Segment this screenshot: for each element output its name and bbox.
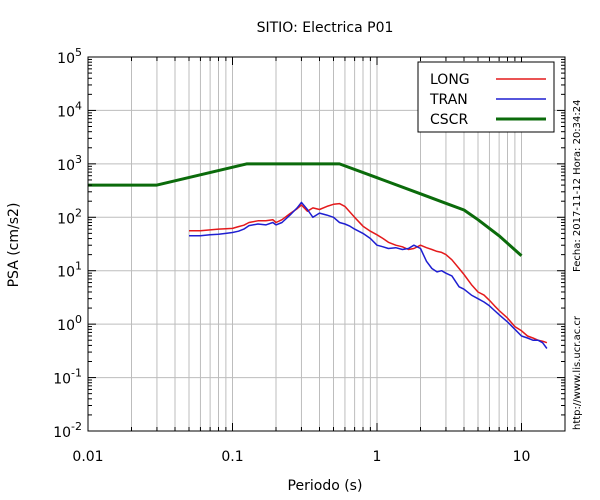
- x-tick-label: 0.01: [72, 449, 103, 465]
- series-line-long: [189, 202, 548, 344]
- legend-label-long: LONG: [430, 72, 470, 88]
- chart-title: SITIO: Electrica P01: [257, 20, 394, 36]
- y-tick-label: 101: [57, 260, 82, 281]
- x-tick-labels: 0.01 0.1 1 10: [72, 449, 530, 465]
- y-tick-label: 102: [57, 206, 82, 227]
- y-tick-label: 10-1: [53, 367, 82, 388]
- ticks: [88, 56, 565, 432]
- y-tick-label: 104: [57, 99, 82, 120]
- legend-label-cscr: CSCR: [430, 112, 468, 128]
- series-line-cscr: [88, 162, 523, 257]
- timestamp-text: Fecha: 2017-11-12 Hora: 20:34:24: [572, 100, 583, 273]
- url-text: http://www.lis.ucr.ac.cr: [572, 315, 583, 430]
- y-tick-label: 103: [57, 153, 82, 174]
- y-tick-labels: 10-2 10-1 100 101 102 103 104 105: [53, 46, 82, 441]
- y-tick-label: 10-2: [53, 420, 82, 441]
- series-line-tran: [189, 201, 548, 349]
- y-tick-label: 100: [57, 313, 82, 334]
- legend-label-tran: TRAN: [429, 92, 468, 108]
- series-layer: [88, 162, 548, 349]
- legend: LONG TRAN CSCR: [417, 61, 555, 133]
- x-tick-label: 10: [513, 449, 531, 465]
- x-axis-label: Periodo (s): [288, 478, 363, 494]
- plot-frame: [87, 56, 566, 432]
- x-tick-label: 0.1: [221, 449, 243, 465]
- y-axis-label: PSA (cm/s2): [6, 203, 22, 288]
- y-tick-label: 105: [57, 46, 82, 67]
- x-tick-label: 1: [373, 449, 382, 465]
